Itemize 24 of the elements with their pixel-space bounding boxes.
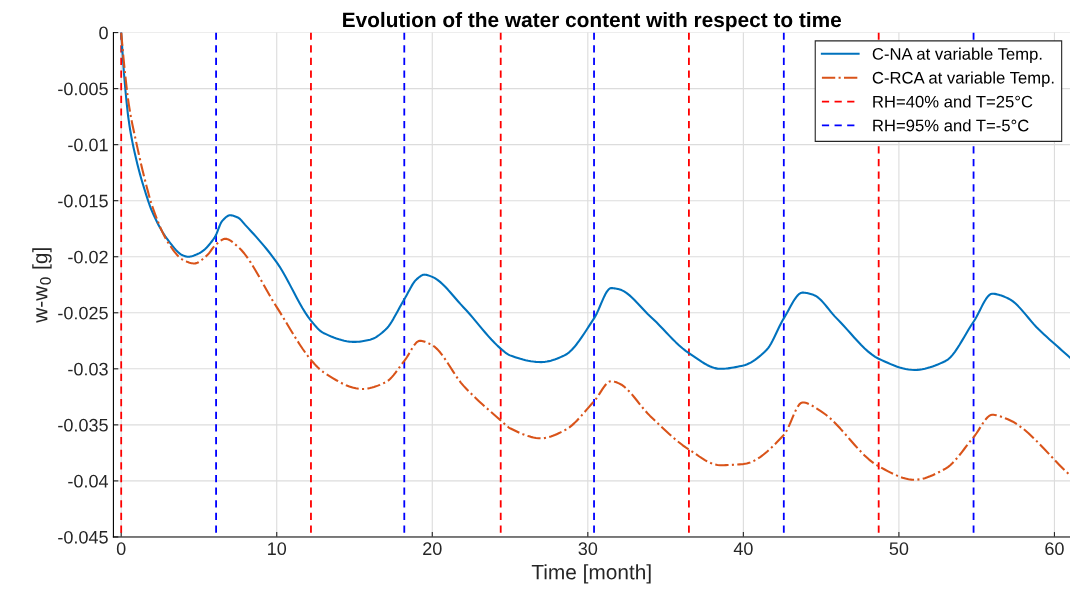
y-tick-label: -0.035 (58, 418, 108, 432)
y-tick-label: -0.005 (58, 82, 108, 96)
chart-title: Evolution of the water content with respect to time (343, 11, 842, 32)
x-tick-label: 30 (578, 542, 598, 556)
y-axis-title: w-w$_{0}$ [g] (32, 248, 52, 323)
x-tick-label: 50 (889, 542, 909, 556)
legend-label: RH=95% and T=-5°C (873, 119, 1029, 132)
y-tick-label: -0.015 (58, 194, 108, 208)
x-tick-label: 10 (268, 542, 287, 556)
y-tick-label: -0.025 (58, 306, 108, 320)
legend-label: RH=40% and T=25°C (873, 95, 1033, 108)
x-tick-label: 40 (733, 542, 753, 556)
y-tick-label: -0.04 (68, 474, 109, 488)
legend-label: C-NA at variable Temp. (872, 47, 1042, 64)
y-tick-label: -0.01 (68, 138, 108, 152)
x-tick-label: 0 (116, 542, 126, 556)
x-axis-title: Time [month] (531, 564, 651, 584)
x-tick-label: 20 (423, 542, 442, 556)
y-tick-label: -0.045 (58, 530, 108, 544)
legend-label: C-RCA at variable Temp. (872, 71, 1054, 87)
x-tick-label: 60 (1045, 542, 1064, 556)
y-tick-label: 0 (99, 26, 108, 40)
y-tick-label: -0.02 (68, 250, 108, 264)
y-tick-label: -0.03 (68, 362, 108, 376)
